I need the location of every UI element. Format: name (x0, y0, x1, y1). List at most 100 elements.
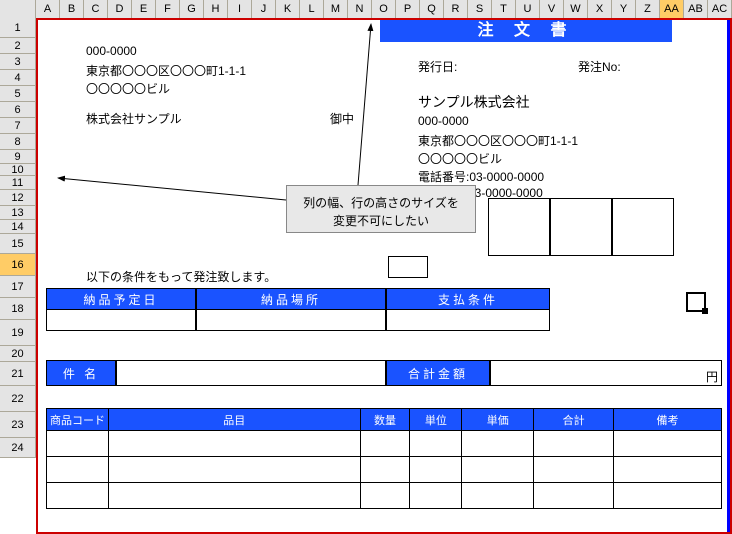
col-header-L[interactable]: L (300, 0, 324, 18)
row-header-2[interactable]: 2 (0, 38, 36, 54)
cell-total[interactable] (490, 360, 722, 386)
worksheet-area[interactable]: 注 文 書 000-0000 東京都〇〇〇区〇〇〇町1-1-1 〇〇〇〇〇ビル … (36, 18, 732, 534)
cell-subject[interactable] (116, 360, 386, 386)
row-header-12[interactable]: 12 (0, 190, 36, 206)
col-header-C[interactable]: C (84, 0, 108, 18)
recipient-postal: 000-0000 (418, 114, 469, 128)
sender-building: 〇〇〇〇〇ビル (86, 80, 170, 97)
col-header-F[interactable]: F (156, 0, 180, 18)
right-edge (727, 20, 730, 532)
row-headers: 123456789101112131415161718192021222324 (0, 18, 36, 458)
issue-date-label: 発行日: (418, 58, 457, 75)
sender-attn: 御中 (330, 110, 354, 127)
table-row (47, 457, 722, 483)
col-header-U[interactable]: U (516, 0, 540, 18)
items-table[interactable]: 商品コード 品目 数量 単位 単価 合計 備考 (46, 408, 722, 509)
col-header-J[interactable]: J (252, 0, 276, 18)
row-header-1[interactable]: 1 (0, 18, 36, 38)
col-header-R[interactable]: R (444, 0, 468, 18)
row-header-19[interactable]: 19 (0, 320, 36, 346)
cell-delivery-place[interactable] (196, 309, 386, 331)
row-header-17[interactable]: 17 (0, 276, 36, 298)
th-unit: 単位 (410, 409, 462, 431)
yen-label: 円 (706, 368, 718, 385)
cell-delivery-date[interactable] (46, 309, 196, 331)
row-header-7[interactable]: 7 (0, 118, 36, 134)
col-header-I[interactable]: I (228, 0, 252, 18)
col-header-K[interactable]: K (276, 0, 300, 18)
table-row (47, 431, 722, 457)
row-header-10[interactable]: 10 (0, 164, 36, 176)
col-header-Y[interactable]: Y (612, 0, 636, 18)
row-header-15[interactable]: 15 (0, 234, 36, 254)
row-header-16[interactable]: 16 (0, 254, 36, 276)
col-header-P[interactable]: P (396, 0, 420, 18)
col-header-S[interactable]: S (468, 0, 492, 18)
col-header-H[interactable]: H (204, 0, 228, 18)
cell-payment[interactable] (386, 309, 550, 331)
document-title: 注 文 書 (380, 20, 672, 42)
th-qty: 数量 (360, 409, 410, 431)
col-header-T[interactable]: T (492, 0, 516, 18)
header-total: 合計金額 (386, 360, 490, 386)
header-delivery-place: 納品場所 (196, 288, 386, 310)
col-header-AB[interactable]: AB (684, 0, 708, 18)
col-header-E[interactable]: E (132, 0, 156, 18)
row-header-4[interactable]: 4 (0, 70, 36, 86)
select-all-corner[interactable] (0, 0, 36, 18)
col-header-D[interactable]: D (108, 0, 132, 18)
recipient-building: 〇〇〇〇〇ビル (418, 150, 502, 167)
column-headers: ABCDEFGHIJKLMNOPQRSTUVWXYZAAABAC (0, 0, 732, 18)
col-header-X[interactable]: X (588, 0, 612, 18)
th-sum: 合計 (534, 409, 614, 431)
small-box (388, 256, 428, 278)
row-header-6[interactable]: 6 (0, 102, 36, 118)
sender-postal: 000-0000 (86, 44, 137, 58)
col-header-AA[interactable]: AA (660, 0, 684, 18)
recipient-tel: 電話番号:03-0000-0000 (418, 168, 544, 185)
callout-line2: 変更不可にしたい (287, 212, 475, 230)
stamp-box-3 (612, 198, 674, 256)
order-text: 以下の条件をもって発注致します。 (86, 268, 276, 285)
th-note: 備考 (614, 409, 722, 431)
col-header-Z[interactable]: Z (636, 0, 660, 18)
stamp-box-2 (550, 198, 612, 256)
table-row (47, 483, 722, 509)
row-header-18[interactable]: 18 (0, 298, 36, 320)
callout-line1: 列の幅、行の高さのサイズを (287, 194, 475, 212)
col-header-M[interactable]: M (324, 0, 348, 18)
header-payment: 支払条件 (386, 288, 550, 310)
col-header-A[interactable]: A (36, 0, 60, 18)
row-header-11[interactable]: 11 (0, 176, 36, 190)
row-header-23[interactable]: 23 (0, 412, 36, 438)
row-header-9[interactable]: 9 (0, 150, 36, 164)
th-price: 単価 (462, 409, 534, 431)
recipient-company: サンプル株式会社 (418, 92, 530, 112)
recipient-address: 東京都〇〇〇区〇〇〇町1-1-1 (418, 132, 578, 149)
col-header-V[interactable]: V (540, 0, 564, 18)
col-header-O[interactable]: O (372, 0, 396, 18)
col-header-N[interactable]: N (348, 0, 372, 18)
col-header-G[interactable]: G (180, 0, 204, 18)
callout-box: 列の幅、行の高さのサイズを 変更不可にしたい (286, 185, 476, 233)
header-subject: 件 名 (46, 360, 116, 386)
col-header-B[interactable]: B (60, 0, 84, 18)
row-header-22[interactable]: 22 (0, 386, 36, 412)
row-header-14[interactable]: 14 (0, 220, 36, 234)
row-header-5[interactable]: 5 (0, 86, 36, 102)
stamp-box-1 (488, 198, 550, 256)
col-header-W[interactable]: W (564, 0, 588, 18)
order-no-label: 発注No: (578, 58, 621, 75)
row-header-20[interactable]: 20 (0, 346, 36, 362)
col-header-Q[interactable]: Q (420, 0, 444, 18)
th-item: 品目 (108, 409, 360, 431)
row-header-8[interactable]: 8 (0, 134, 36, 150)
row-header-13[interactable]: 13 (0, 206, 36, 220)
sender-company: 株式会社サンプル (86, 110, 182, 127)
row-header-21[interactable]: 21 (0, 362, 36, 386)
col-header-AC[interactable]: AC (708, 0, 732, 18)
row-header-3[interactable]: 3 (0, 54, 36, 70)
header-delivery-date: 納品予定日 (46, 288, 196, 310)
checkbox-marker[interactable] (686, 292, 706, 312)
row-header-24[interactable]: 24 (0, 438, 36, 458)
